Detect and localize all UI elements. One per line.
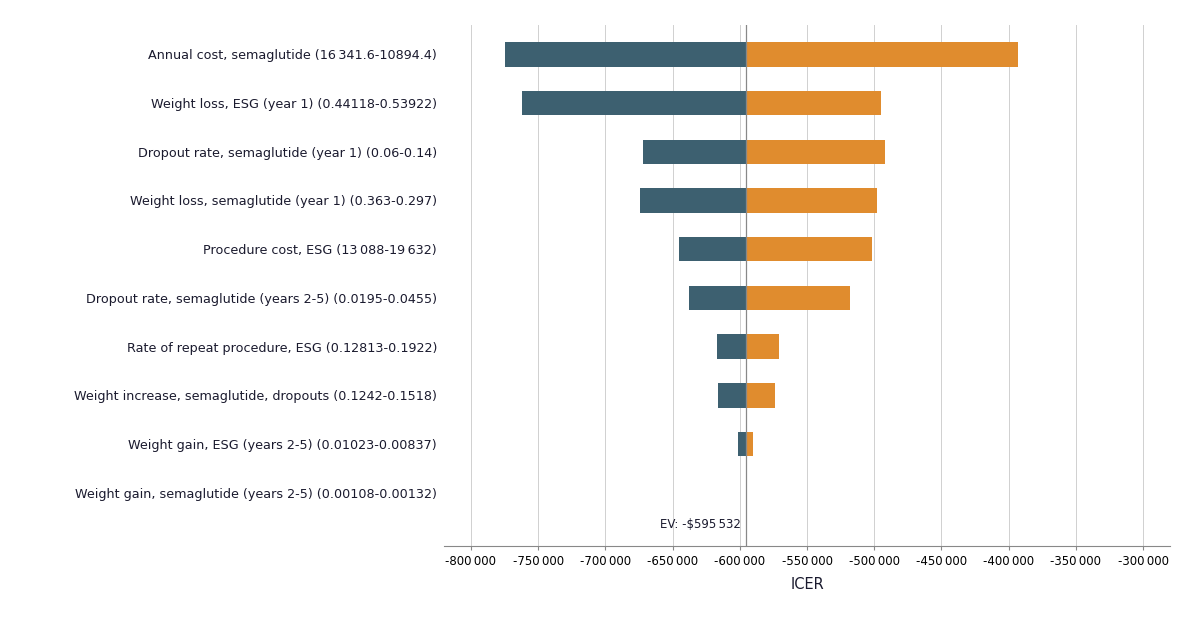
Bar bbox=[689, 286, 745, 310]
Bar bbox=[641, 188, 745, 213]
X-axis label: ICER: ICER bbox=[790, 577, 824, 592]
Bar bbox=[716, 335, 745, 359]
Bar bbox=[745, 237, 871, 261]
Bar bbox=[745, 432, 754, 456]
Bar bbox=[643, 139, 745, 164]
Bar bbox=[745, 188, 877, 213]
Bar bbox=[719, 383, 745, 408]
Bar bbox=[738, 432, 745, 456]
Bar bbox=[745, 91, 881, 116]
Bar bbox=[745, 286, 850, 310]
Bar bbox=[522, 91, 745, 116]
Bar bbox=[679, 237, 745, 261]
Bar bbox=[745, 42, 1018, 67]
Bar bbox=[745, 139, 884, 164]
Text: EV: -$595 532: EV: -$595 532 bbox=[660, 518, 740, 531]
Bar bbox=[745, 383, 775, 408]
Bar bbox=[745, 335, 779, 359]
Bar bbox=[504, 42, 745, 67]
